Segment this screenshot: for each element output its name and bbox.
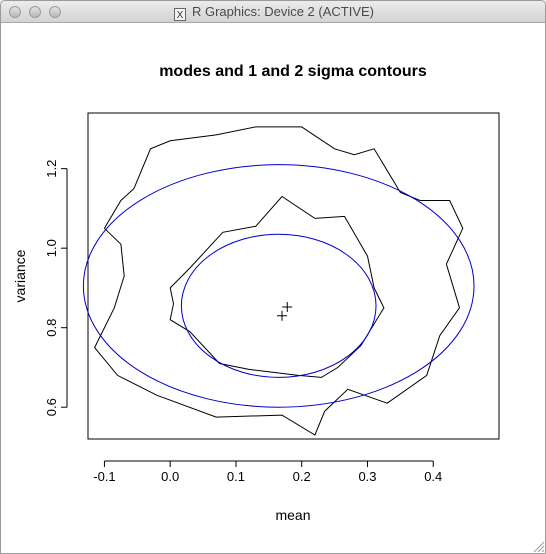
x-tick-label: 0.2 [293, 469, 311, 484]
x-axis: -0.1 0.0 0.1 0.2 0.3 0.4 [93, 460, 442, 484]
zoom-button[interactable] [49, 6, 61, 18]
y-tick-label: 1.0 [44, 239, 59, 257]
x-tick-label: -0.1 [93, 469, 115, 484]
mode-marker-2 [282, 302, 293, 313]
empirical-contour-2 [169, 195, 385, 378]
y-axis-label: variance [12, 249, 28, 302]
title-bar[interactable]: X R Graphics: Device 2 (ACTIVE) [1, 1, 545, 23]
x-axis-label: mean [275, 507, 310, 523]
y-tick-label: 1.2 [44, 160, 59, 178]
mode-marker-1 [276, 310, 287, 321]
plot-frame [87, 112, 500, 440]
minimize-button[interactable] [29, 6, 41, 18]
gaussian-sigma-contour-1 [180, 233, 377, 378]
window-title-container: X R Graphics: Device 2 (ACTIVE) [1, 4, 545, 21]
x-tick-label: 0.4 [424, 469, 442, 484]
window-title: R Graphics: Device 2 (ACTIVE) [191, 4, 375, 19]
close-button[interactable] [9, 6, 21, 18]
modes-layer [276, 302, 293, 321]
x11-app-icon: X [173, 8, 186, 21]
x-tick-label: 0.3 [358, 469, 376, 484]
series-layer [82, 126, 475, 436]
y-axis: 0.6 0.8 1.0 1.2 [44, 160, 68, 416]
plot-area: modes and 1 and 2 sigma contours -0.1 0.0… [1, 23, 545, 553]
x-tick-label: 0.1 [227, 469, 245, 484]
contour-plot: modes and 1 and 2 sigma contours -0.1 0.0… [12, 63, 500, 523]
chart-title: modes and 1 and 2 sigma contours [159, 63, 427, 80]
empirical-contour-1 [94, 126, 464, 436]
y-tick-label: 0.8 [44, 319, 59, 337]
resize-grip-icon[interactable] [532, 540, 545, 553]
x-tick-label: 0.0 [161, 469, 179, 484]
y-tick-label: 0.6 [44, 398, 59, 416]
gaussian-sigma-contour-2 [82, 164, 475, 408]
